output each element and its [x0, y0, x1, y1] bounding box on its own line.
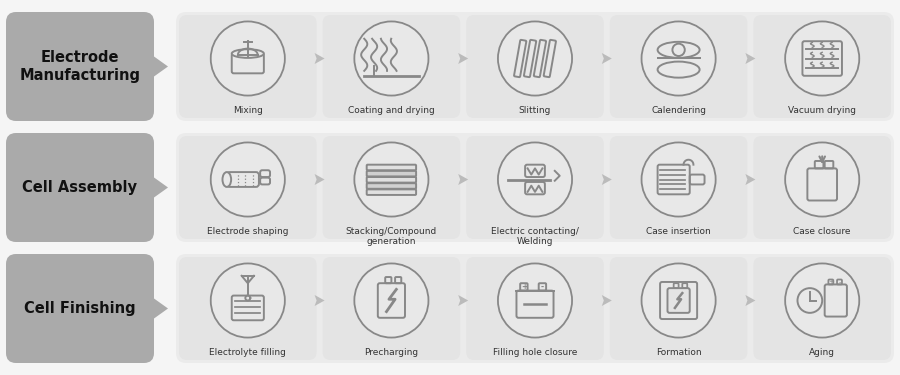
Text: Cell Assembly: Cell Assembly	[22, 180, 138, 195]
Circle shape	[498, 21, 572, 96]
Text: +: +	[828, 279, 833, 285]
FancyBboxPatch shape	[524, 40, 536, 77]
Circle shape	[642, 21, 716, 96]
Text: Precharging: Precharging	[364, 348, 418, 357]
Circle shape	[355, 264, 428, 338]
Text: Case closure: Case closure	[794, 226, 850, 236]
Ellipse shape	[231, 49, 264, 58]
Polygon shape	[458, 174, 468, 185]
Polygon shape	[602, 53, 612, 64]
FancyBboxPatch shape	[514, 40, 526, 77]
Ellipse shape	[222, 172, 231, 187]
Polygon shape	[315, 53, 325, 64]
Ellipse shape	[658, 42, 699, 58]
FancyBboxPatch shape	[753, 136, 891, 239]
Text: Vacuum drying: Vacuum drying	[788, 105, 856, 114]
Text: Electrode shaping: Electrode shaping	[207, 226, 289, 236]
FancyBboxPatch shape	[366, 189, 416, 195]
Polygon shape	[154, 57, 168, 76]
Circle shape	[785, 264, 859, 338]
FancyBboxPatch shape	[322, 257, 460, 360]
Text: -: -	[541, 282, 544, 291]
Text: Cell Finishing: Cell Finishing	[24, 301, 136, 316]
FancyBboxPatch shape	[179, 257, 317, 360]
Circle shape	[355, 142, 428, 216]
Circle shape	[498, 142, 572, 216]
Text: Calendering: Calendering	[651, 105, 706, 114]
FancyBboxPatch shape	[466, 136, 604, 239]
Polygon shape	[745, 295, 755, 306]
Circle shape	[498, 264, 572, 338]
FancyBboxPatch shape	[322, 15, 460, 118]
FancyBboxPatch shape	[610, 15, 747, 118]
Polygon shape	[458, 53, 468, 64]
Text: Formation: Formation	[656, 348, 701, 357]
FancyBboxPatch shape	[544, 40, 556, 77]
Circle shape	[785, 21, 859, 96]
FancyBboxPatch shape	[6, 133, 154, 242]
Polygon shape	[154, 298, 168, 318]
FancyBboxPatch shape	[466, 15, 604, 118]
Text: -: -	[838, 279, 841, 285]
Circle shape	[211, 264, 285, 338]
Circle shape	[642, 142, 716, 216]
Text: +: +	[521, 282, 527, 291]
FancyBboxPatch shape	[534, 40, 546, 77]
FancyBboxPatch shape	[179, 136, 317, 239]
Text: Electrolyte filling: Electrolyte filling	[210, 348, 286, 357]
Text: Coating and drying: Coating and drying	[348, 105, 435, 114]
FancyBboxPatch shape	[322, 136, 460, 239]
Ellipse shape	[658, 62, 699, 78]
Polygon shape	[315, 174, 325, 185]
FancyBboxPatch shape	[366, 165, 416, 170]
FancyBboxPatch shape	[610, 136, 747, 239]
FancyBboxPatch shape	[668, 288, 689, 313]
FancyBboxPatch shape	[366, 177, 416, 183]
FancyBboxPatch shape	[6, 254, 154, 363]
Text: Electric contacting/
Welding: Electric contacting/ Welding	[491, 226, 579, 246]
Circle shape	[672, 44, 685, 56]
Circle shape	[785, 142, 859, 216]
Polygon shape	[745, 53, 755, 64]
FancyBboxPatch shape	[176, 133, 894, 242]
Circle shape	[797, 288, 823, 313]
FancyBboxPatch shape	[176, 254, 894, 363]
FancyBboxPatch shape	[366, 183, 416, 189]
Circle shape	[211, 21, 285, 96]
Polygon shape	[602, 174, 612, 185]
Text: Electrode
Manufacturing: Electrode Manufacturing	[20, 50, 140, 83]
Text: Case insertion: Case insertion	[646, 226, 711, 236]
Polygon shape	[745, 174, 755, 185]
Polygon shape	[602, 295, 612, 306]
Text: Stacking/Compound
generation: Stacking/Compound generation	[346, 226, 437, 246]
Polygon shape	[315, 295, 325, 306]
Polygon shape	[154, 177, 168, 198]
Circle shape	[642, 264, 716, 338]
Text: Filling hole closure: Filling hole closure	[493, 348, 577, 357]
Circle shape	[211, 142, 285, 216]
FancyBboxPatch shape	[6, 12, 154, 121]
FancyBboxPatch shape	[753, 15, 891, 118]
Text: Aging: Aging	[809, 348, 835, 357]
FancyBboxPatch shape	[610, 257, 747, 360]
FancyBboxPatch shape	[176, 12, 894, 121]
FancyBboxPatch shape	[753, 257, 891, 360]
Circle shape	[355, 21, 428, 96]
Text: Slitting: Slitting	[518, 105, 551, 114]
Text: Mixing: Mixing	[233, 105, 263, 114]
FancyBboxPatch shape	[366, 171, 416, 176]
FancyBboxPatch shape	[466, 257, 604, 360]
FancyBboxPatch shape	[179, 15, 317, 118]
Polygon shape	[458, 295, 468, 306]
